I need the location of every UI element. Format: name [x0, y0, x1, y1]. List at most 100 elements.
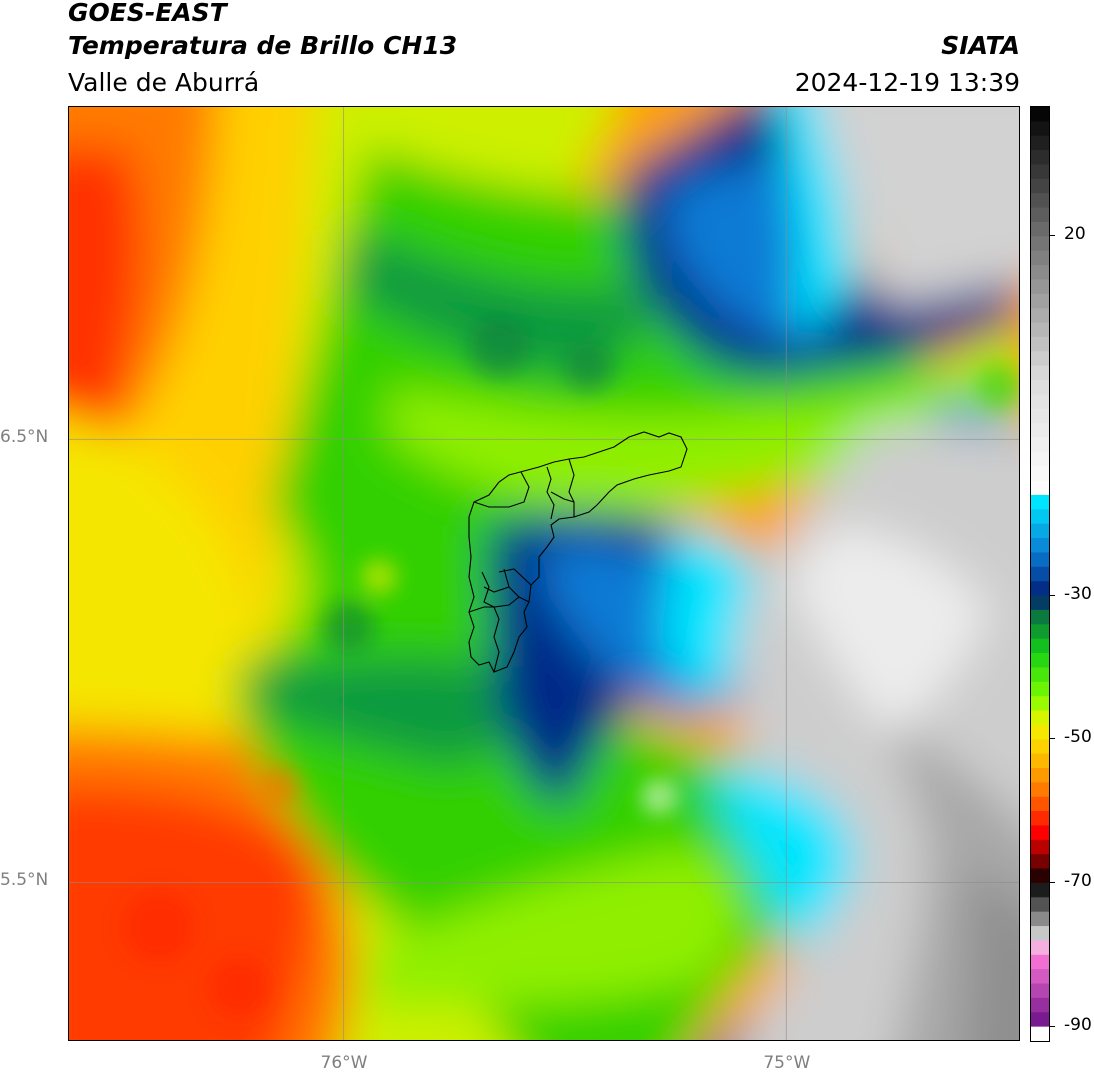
colorbar-band [1031, 882, 1049, 898]
colorbar-band [1031, 609, 1049, 625]
colorbar-band [1031, 523, 1049, 539]
colorbar-band [1031, 926, 1049, 941]
colorbar-band [1031, 107, 1049, 122]
colorbar-tick-label: -70 [1064, 870, 1092, 891]
colorbar-tick-mark [1050, 235, 1055, 237]
colorbar-band [1031, 265, 1049, 280]
colorbar-band [1031, 336, 1049, 352]
colorbar-band [1031, 681, 1049, 697]
colorbar-band [1031, 308, 1049, 324]
municipality-border [468, 606, 494, 613]
colorbar-band [1031, 538, 1049, 553]
colorbar-band [1031, 767, 1049, 783]
colorbar-band [1031, 221, 1049, 237]
colorbar-band [1031, 624, 1049, 640]
aburra-valley-boundaries [468, 431, 688, 673]
colorbar-band [1031, 293, 1049, 309]
colorbar-band [1031, 193, 1049, 209]
colorbar-gradient [1031, 107, 1049, 1042]
municipality-border [568, 458, 575, 517]
municipality-border [550, 491, 575, 503]
colorbar-band [1031, 739, 1049, 755]
colorbar-band [1031, 825, 1049, 841]
colorbar-band [1031, 480, 1049, 496]
colorbar-band [1031, 423, 1049, 438]
colorbar-tick-label: -90 [1064, 1014, 1092, 1035]
brightness-temperature-field [69, 107, 1019, 1040]
colorbar-band [1031, 279, 1049, 295]
colorbar-band [1031, 494, 1049, 510]
municipality-border [483, 586, 510, 593]
colorbar-band [1031, 250, 1049, 266]
longitude-label: 76°W [320, 1053, 368, 1073]
colorbar-band [1031, 653, 1049, 668]
colorbar-band [1031, 796, 1049, 812]
colorbar-band [1031, 380, 1049, 395]
municipality-border [546, 466, 555, 520]
colorbar-band [1031, 839, 1049, 855]
aburra-valley-outline [468, 431, 688, 673]
colorbar-band [1031, 969, 1049, 985]
colorbar-band [1031, 724, 1049, 740]
colorbar-band [1031, 121, 1049, 137]
colorbar-tick-mark [1050, 594, 1055, 596]
colorbar-band [1031, 552, 1049, 568]
colorbar-band [1031, 696, 1049, 712]
colorbar-band [1031, 322, 1049, 338]
colorbar-tick-mark [1050, 881, 1055, 883]
graticule [69, 107, 1019, 1040]
municipality-border [503, 568, 530, 603]
colorbar-band [1031, 408, 1049, 424]
colorbar-band [1031, 1026, 1049, 1042]
colorbar-band [1031, 394, 1049, 410]
colorbar-band [1031, 638, 1049, 654]
colorbar-tick-label: -30 [1064, 583, 1092, 604]
colorbar-band [1031, 1012, 1049, 1028]
timestamp-label: 2024-12-19 13:39 [794, 68, 1020, 97]
colorbar-band [1031, 566, 1049, 582]
colorbar-band [1031, 782, 1049, 798]
colorbar-band [1031, 451, 1049, 467]
colorbar-band [1031, 897, 1049, 913]
colorbar-band [1031, 164, 1049, 180]
colorbar-band [1031, 753, 1049, 769]
colorbar-band [1031, 581, 1049, 597]
colorbar-band [1031, 509, 1049, 525]
latitude-label: 6.5°N [0, 427, 49, 448]
colorbar-band [1031, 710, 1049, 726]
colorbar-band [1031, 811, 1049, 826]
colorbar-band [1031, 178, 1049, 194]
colorbar-tick-mark [1050, 738, 1055, 740]
colorbar-band [1031, 236, 1049, 252]
colorbar-band [1031, 868, 1049, 884]
organization-label: SIATA [941, 31, 1020, 60]
colorbar-tick-label: -50 [1064, 727, 1092, 748]
colorbar-band [1031, 135, 1049, 151]
product-title: Temperatura de Brillo CH13 [68, 31, 458, 60]
latitude-label: 5.5°N [0, 870, 49, 891]
colorbar-band [1031, 997, 1049, 1013]
colorbar-band [1031, 940, 1049, 956]
longitude-label: 75°W [763, 1053, 811, 1073]
region-subtitle: Valle de Aburrá [68, 68, 260, 97]
satellite-map[interactable] [68, 106, 1020, 1041]
colorbar-band [1031, 983, 1049, 999]
colorbar-band [1031, 150, 1049, 165]
colorbar-band [1031, 954, 1049, 970]
municipality-border [473, 471, 530, 508]
colorbar-band [1031, 854, 1049, 870]
colorbar-band [1031, 351, 1049, 367]
satellite-title: GOES-EAST [68, 0, 227, 27]
colorbar-band [1031, 911, 1049, 927]
municipality-border [493, 606, 500, 673]
colorbar-band [1031, 207, 1049, 223]
colorbar-band [1031, 365, 1049, 381]
colorbar-band [1031, 437, 1049, 453]
temperature-colorbar [1030, 106, 1050, 1042]
colorbar-tick-mark [1050, 1025, 1055, 1027]
colorbar-band [1031, 667, 1049, 683]
municipality-border [481, 571, 520, 608]
colorbar-band [1031, 595, 1049, 611]
colorbar-band [1031, 466, 1049, 482]
colorbar-tick-label: 20 [1064, 224, 1086, 245]
